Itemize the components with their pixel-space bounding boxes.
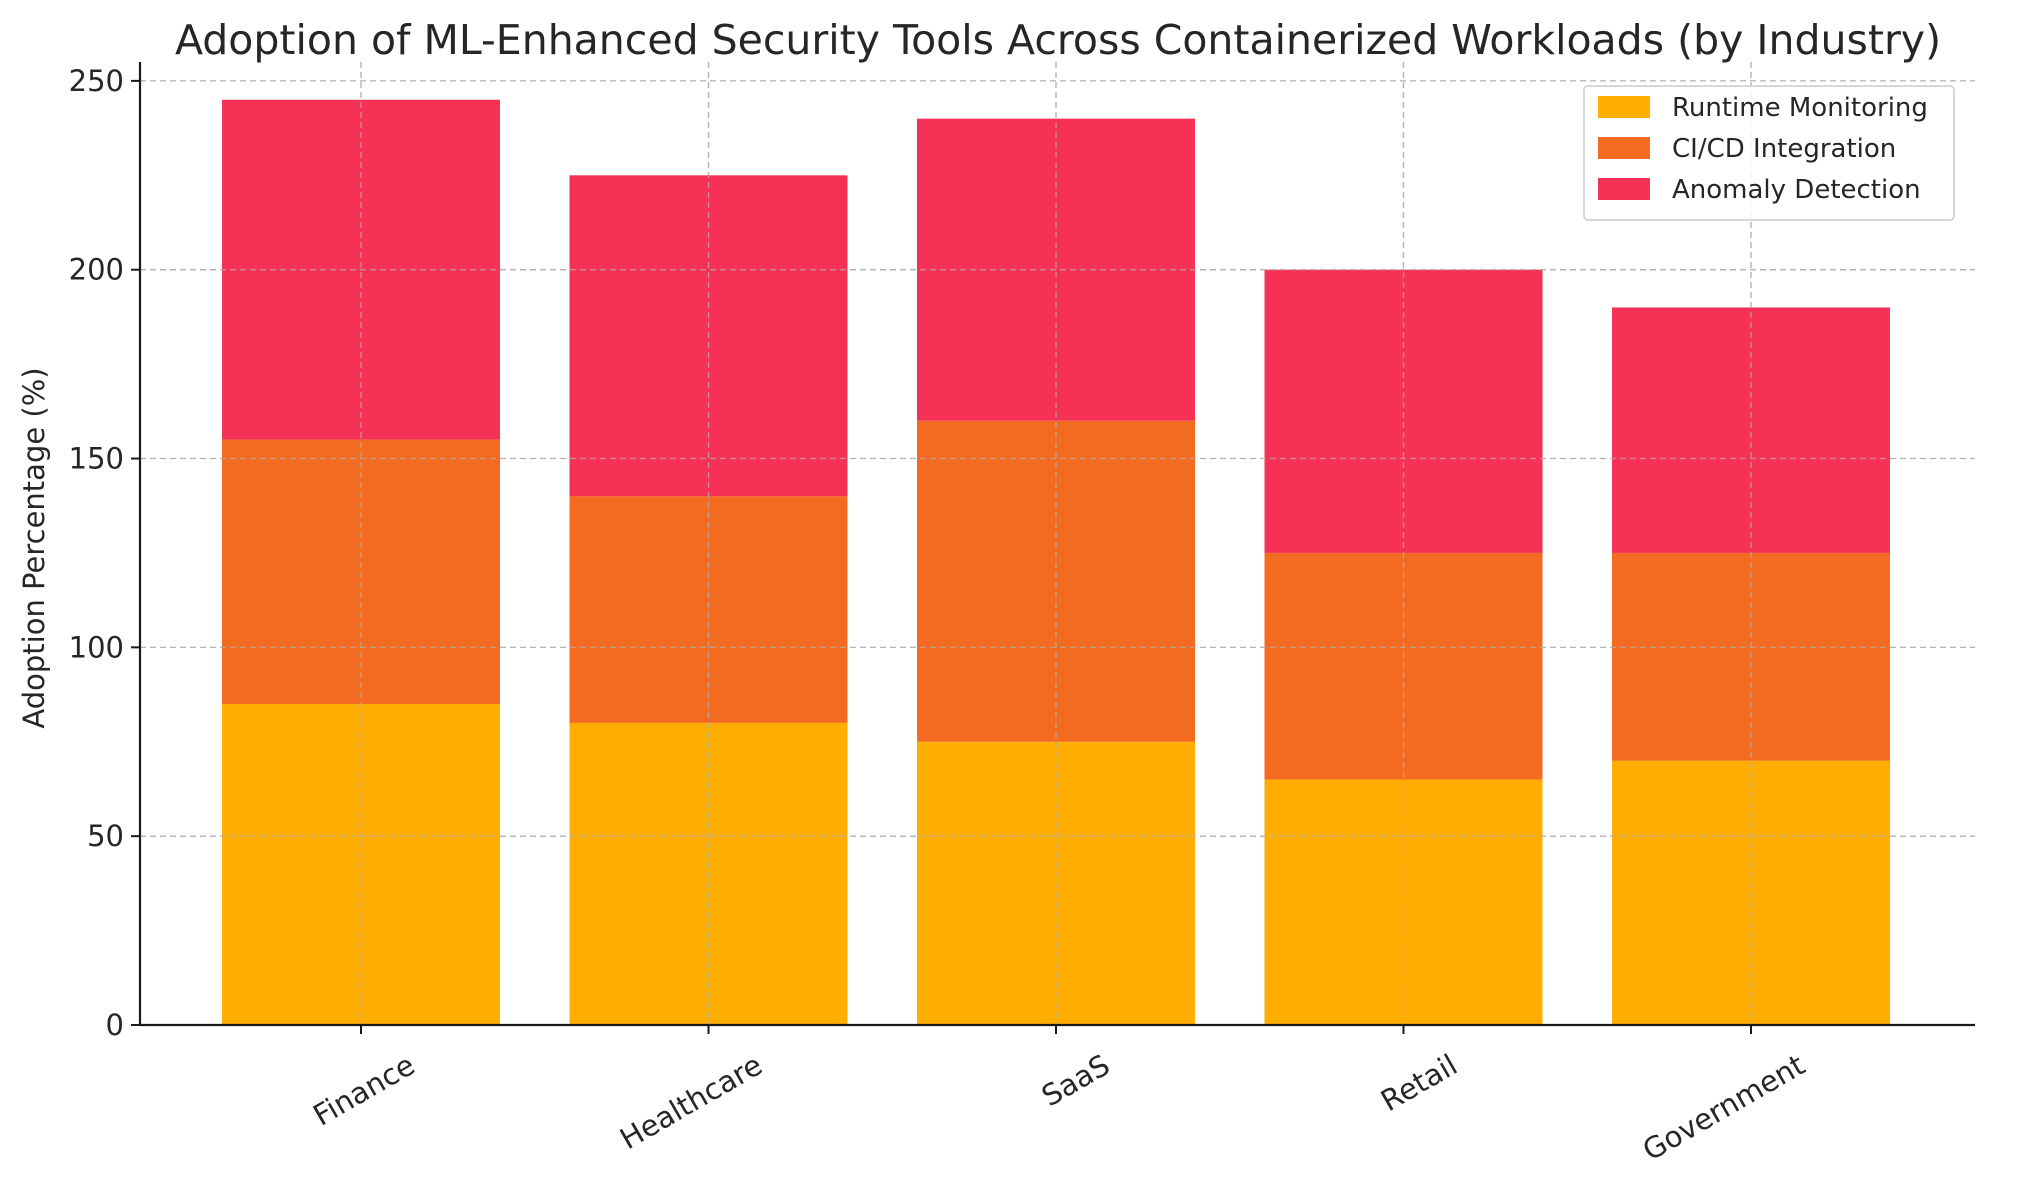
y-tick-label: 0 — [106, 1008, 124, 1042]
legend-label: Anomaly Detection — [1672, 175, 1921, 205]
bar-healthcare-ci-cd-integration — [569, 496, 848, 723]
bars — [140, 62, 1975, 1026]
y-tick-label: 200 — [69, 253, 124, 287]
chart-title: Adoption of ML-Enhanced Security Tools A… — [175, 16, 1941, 64]
axes — [131, 62, 1975, 1034]
legend: Runtime Monitoring CI/CD Integration Anoma… — [1583, 85, 1955, 221]
y-tick-label: 150 — [69, 442, 124, 476]
y-tick-label: 50 — [87, 819, 124, 853]
legend-swatch — [1598, 178, 1650, 200]
y-tick-label: 100 — [69, 630, 124, 664]
legend-frame — [1583, 85, 1955, 221]
x-tick-label-government: Government — [1637, 1048, 1811, 1168]
y-tick-labels: 0 50 100 150 200 250 — [69, 64, 124, 1042]
x-tick-labels: Finance Healthcare SaaS Retail Government — [307, 1048, 1810, 1168]
legend-swatch — [1598, 137, 1650, 159]
y-axis-label: Adoption Percentage (%) — [17, 367, 51, 728]
legend-items: Runtime Monitoring CI/CD Integration Anoma… — [1598, 93, 1928, 205]
legend-label: CI/CD Integration — [1672, 134, 1896, 164]
x-tick-label-retail: Retail — [1375, 1048, 1463, 1118]
x-tick-label-healthcare: Healthcare — [614, 1048, 768, 1156]
legend-swatch — [1598, 96, 1650, 118]
x-tick-label-saas: SaaS — [1036, 1048, 1116, 1114]
legend-label: Runtime Monitoring — [1672, 93, 1928, 123]
y-tick-label: 250 — [69, 64, 124, 98]
x-tick-label-finance: Finance — [307, 1048, 420, 1133]
